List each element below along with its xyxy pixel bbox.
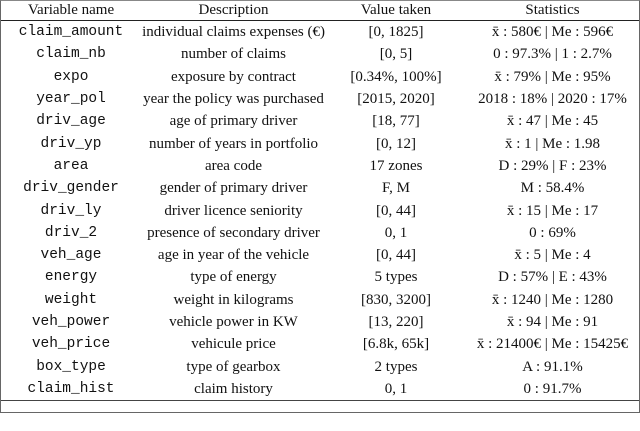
statistics-cell: 0 : 97.3% | 1 : 2.7% (493, 46, 612, 63)
table-row: driv_gender gender of primary driver F, M M… (1, 177, 639, 199)
table-row: box_type type of gearbox 2 types A : 91.1% (1, 355, 639, 377)
variable-name-cell: expo (53, 68, 89, 85)
table-row: veh_price vehicule price [6.8k, 65k] x̄ : 2… (1, 333, 639, 355)
variables-table: Variable name Description Value taken St… (1, 0, 639, 402)
header-description: Description (141, 0, 326, 21)
statistics-cell: x̄ : 1 | Me : 1.98 (504, 135, 601, 152)
description-cell: number of years in portfolio (148, 135, 319, 152)
description-cell: driver licence seniority (164, 202, 303, 219)
table-row: veh_age age in year of the vehicle [0, 44]… (1, 244, 639, 266)
table-row: year_pol year the policy was purchased [20… (1, 88, 639, 110)
statistics-cell: 2018 : 18% | 2020 : 17% (478, 91, 627, 108)
statistics-cell: x̄ : 47 | Me : 45 (506, 113, 599, 130)
table-row: veh_power vehicle power in KW [13, 220] x̄ … (1, 311, 639, 333)
variable-name-cell: claim_hist (1, 377, 141, 402)
value-taken-cell: 5 types (374, 269, 418, 286)
variable-name-cell: year_pol (36, 91, 106, 108)
table-row: driv_age age of primary driver [18, 77] x̄ … (1, 110, 639, 132)
value-taken-cell: [18, 77] (372, 113, 420, 130)
statistics-cell: M : 58.4% (520, 180, 585, 197)
table-row: weight weight in kilograms [830, 3200] x̄ :… (1, 289, 639, 311)
header-variable-name: Variable name (1, 0, 141, 21)
value-taken-cell: [0, 44] (376, 202, 416, 219)
statistics-cell: x̄ : 5 | Me : 4 (514, 247, 591, 264)
table-row: claim_nb number of claims [0, 5] 0 : 97.3% … (1, 43, 639, 65)
description-cell: number of claims (181, 46, 286, 63)
value-taken-cell: F, M (382, 180, 410, 197)
statistics-cell: x̄ : 79% | Me : 95% (494, 68, 611, 85)
variable-name-cell: box_type (36, 358, 106, 375)
variable-name-cell: veh_price (31, 336, 111, 353)
table-row: claim_amount individual claims expenses (… (1, 21, 639, 44)
value-taken-cell: [0, 44] (376, 247, 416, 264)
statistics-cell: x̄ : 580€ | Me : 596€ (491, 24, 614, 41)
table-row: driv_ly driver licence seniority [0, 44] x̄… (1, 199, 639, 221)
value-taken-cell: [0.34%, 100%] (350, 68, 442, 85)
value-taken-cell: [0, 1825] (368, 24, 424, 41)
statistics-cell: 0 : 69% (529, 224, 576, 241)
value-taken-cell: [0, 12] (376, 135, 416, 152)
statistics-cell: 0 : 91.7% (466, 377, 639, 402)
variable-name-cell: driv_yp (40, 135, 102, 152)
statistics-cell: A : 91.1% (522, 358, 583, 375)
value-taken-cell: 0, 1 (326, 377, 466, 402)
statistics-cell: x̄ : 1240 | Me : 1280 (491, 291, 614, 308)
description-cell: exposure by contract (171, 68, 296, 85)
table-row: expo exposure by contract [0.34%, 100%] x̄ … (1, 66, 639, 88)
description-cell: presence of secondary driver (147, 224, 320, 241)
description-cell: vehicle power in KW (169, 314, 298, 330)
variable-name-cell: veh_age (40, 247, 102, 264)
description-cell: area code (204, 157, 263, 174)
description-cell: individual claims expenses (€) (142, 24, 325, 41)
description-cell: type of energy (190, 269, 277, 286)
description-cell: type of gearbox (186, 358, 281, 375)
value-taken-cell: [13, 220] (368, 314, 424, 330)
variable-name-cell: weight (44, 291, 98, 308)
header-statistics: Statistics (466, 0, 639, 21)
statistics-cell: x̄ : 94 | Me : 91 (506, 314, 599, 330)
statistics-cell: x̄ : 21400€ | Me : 15425€ (476, 336, 629, 353)
value-taken-cell: [6.8k, 65k] (362, 336, 430, 353)
variable-name-cell: driv_gender (23, 180, 119, 197)
table-header-row: Variable name Description Value taken St… (1, 0, 639, 21)
table-row: area area code 17 zones D : 29% | F : 23% (1, 155, 639, 177)
value-taken-cell: 0, 1 (384, 224, 408, 241)
variable-name-cell: claim_amount (18, 24, 124, 41)
value-taken-cell: 2 types (374, 358, 418, 375)
description-cell: age of primary driver (169, 113, 298, 130)
table-row: driv_yp number of years in portfolio [0, 1… (1, 132, 639, 154)
value-taken-cell: [2015, 2020] (357, 91, 435, 108)
value-taken-cell: 17 zones (369, 157, 423, 174)
statistics-cell: x̄ : 15 | Me : 17 (506, 202, 599, 219)
table-row: driv_2 presence of secondary driver 0, 1 0 … (1, 222, 639, 244)
statistics-cell: D : 29% | F : 23% (498, 157, 607, 174)
statistics-cell: D : 57% | E : 43% (498, 269, 607, 286)
description-cell: weight in kilograms (173, 291, 294, 308)
table-row: energy type of energy 5 types D : 57% | E :… (1, 266, 639, 288)
variable-name-cell: driv_age (36, 113, 106, 130)
variable-name-cell: energy (44, 269, 98, 286)
description-cell: gender of primary driver (159, 180, 308, 197)
variable-name-cell: driv_2 (44, 224, 98, 241)
description-cell: vehicule price (191, 336, 276, 353)
variable-name-cell: veh_power (31, 314, 111, 330)
description-cell: age in year of the vehicle (157, 247, 310, 264)
description-cell: claim history (141, 377, 326, 402)
description-cell: year the policy was purchased (143, 91, 324, 108)
value-taken-cell: [830, 3200] (361, 291, 431, 308)
variable-name-cell: area (53, 157, 89, 174)
variable-name-cell: driv_ly (40, 202, 102, 219)
variable-name-cell: claim_nb (36, 46, 106, 63)
value-taken-cell: [0, 5] (379, 46, 413, 63)
header-value-taken: Value taken (326, 0, 466, 21)
